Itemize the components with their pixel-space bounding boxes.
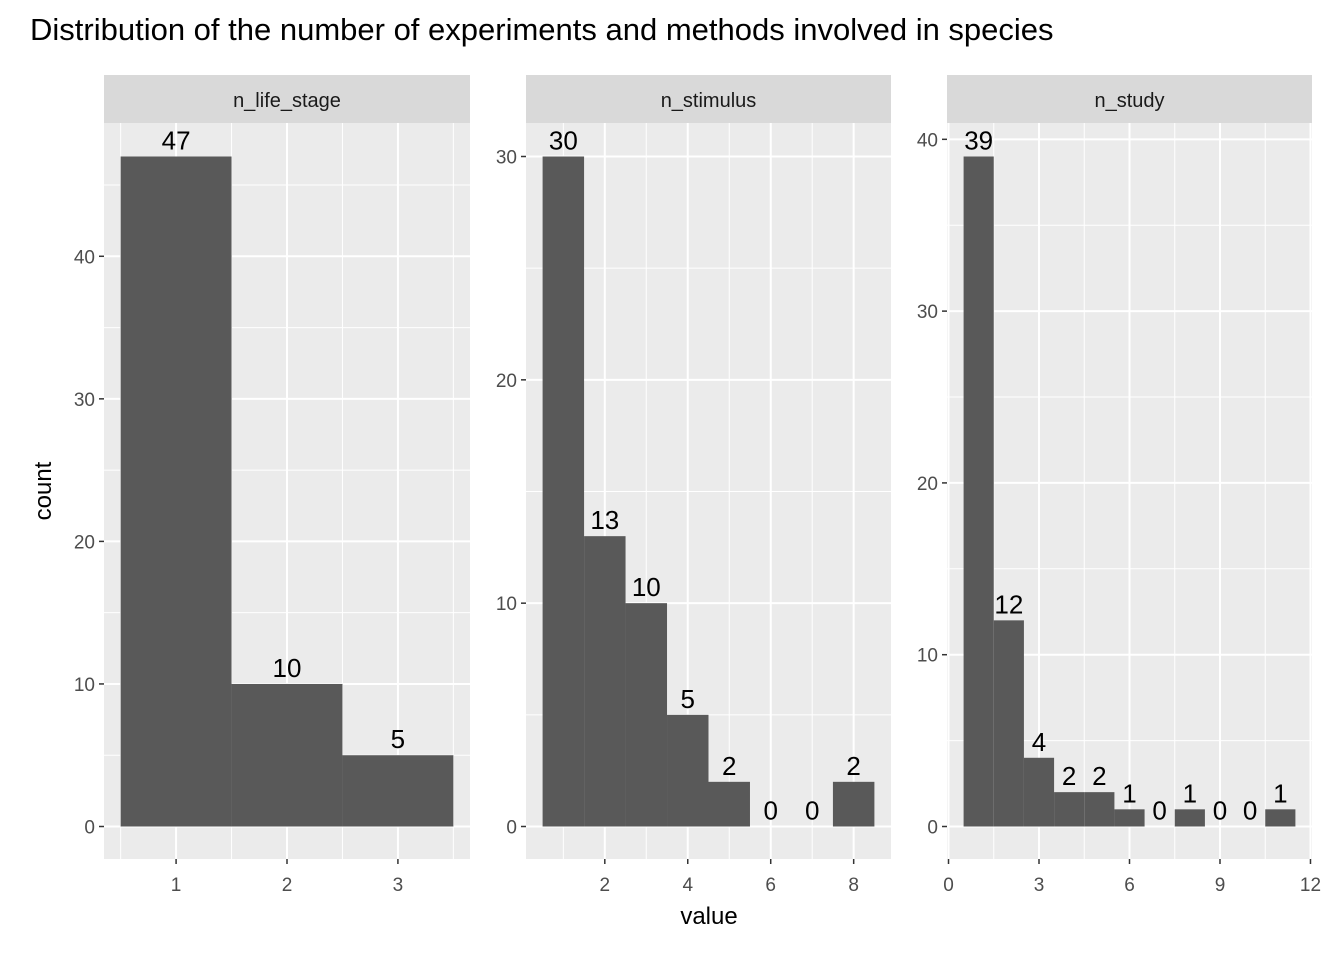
y-tick-label: 30 (917, 302, 938, 323)
x-axis-title: value (680, 903, 737, 930)
bar-data-label: 13 (590, 505, 619, 535)
bar (708, 781, 750, 827)
bar (584, 536, 626, 827)
bar (963, 156, 994, 827)
x-tick-label: 3 (393, 875, 404, 896)
bar (1023, 757, 1055, 827)
y-tick-label: 20 (74, 532, 95, 553)
x-tick-label: 6 (765, 875, 776, 896)
bar-data-label: 2 (1092, 761, 1106, 791)
bar-data-label: 0 (763, 796, 777, 826)
y-tick-label: 0 (506, 818, 517, 839)
x-tick-label: 1 (171, 875, 182, 896)
bar-data-label: 12 (994, 589, 1023, 619)
bar-data-label: 4 (1032, 727, 1046, 757)
bar (542, 156, 585, 827)
y-tick-label: 0 (84, 818, 95, 839)
y-axis-title: count (30, 461, 57, 520)
y-tick-label: 10 (496, 594, 517, 615)
bar-data-label: 10 (632, 572, 661, 602)
chart-title: Distribution of the number of experiment… (30, 12, 1054, 47)
facet-strip-label: n_stimulus (661, 90, 757, 112)
facet-strip (526, 75, 891, 123)
x-tick-label: 12 (1300, 875, 1321, 896)
x-tick-label: 0 (943, 875, 954, 896)
x-tick-label: 4 (682, 875, 693, 896)
bar-data-label: 0 (1243, 796, 1257, 826)
bar-data-label: 5 (681, 684, 695, 714)
y-tick-label: 40 (74, 247, 95, 268)
bar (1054, 792, 1085, 827)
bar-data-label: 47 (162, 126, 191, 156)
bar-data-label: 30 (549, 126, 578, 156)
facet-strip-label: n_life_stage (233, 90, 341, 112)
facet-strip (104, 75, 470, 123)
bar (231, 683, 343, 827)
y-tick-label: 20 (917, 474, 938, 495)
y-tick-label: 30 (496, 148, 517, 169)
panel-n_life_stage: 0 10 20 30 40 1 2 3 47 10 5 n_life_stage (74, 75, 470, 896)
x-tick-label: 6 (1124, 875, 1135, 896)
bar (625, 603, 668, 827)
bar-data-label: 0 (1213, 796, 1227, 826)
facet-strip-label: n_study (1094, 90, 1164, 112)
bar (1265, 809, 1296, 827)
bar-data-label: 10 (273, 653, 302, 683)
y-tick-label: 0 (927, 818, 938, 839)
y-tick-label: 20 (496, 371, 517, 392)
bar-data-label: 39 (964, 126, 993, 156)
bar-data-label: 2 (722, 751, 736, 781)
bar-data-label: 0 (805, 796, 819, 826)
y-tick-label: 40 (917, 130, 938, 151)
x-tick-label: 3 (1034, 875, 1045, 896)
bar (993, 620, 1024, 827)
bar-data-label: 2 (846, 751, 860, 781)
bar (832, 781, 875, 827)
x-tick-label: 8 (848, 875, 859, 896)
x-tick-label: 9 (1215, 875, 1226, 896)
y-tick-label: 10 (74, 675, 95, 696)
bar-data-label: 1 (1183, 778, 1197, 808)
bar (1114, 809, 1145, 827)
bar (1084, 792, 1115, 827)
x-tick-label: 2 (600, 875, 611, 896)
bar-data-label: 2 (1062, 761, 1076, 791)
bar-data-label: 1 (1122, 778, 1136, 808)
bar (342, 755, 454, 827)
x-tick-label: 2 (282, 875, 293, 896)
y-tick-label: 30 (74, 390, 95, 411)
bar-data-label: 5 (391, 724, 405, 754)
y-tick-label: 10 (917, 646, 938, 667)
bar-data-label: 0 (1152, 796, 1166, 826)
bar (120, 156, 232, 827)
bar (1174, 809, 1205, 827)
bar (667, 714, 709, 827)
facet-strip (947, 75, 1312, 123)
bar-data-label: 1 (1273, 778, 1287, 808)
